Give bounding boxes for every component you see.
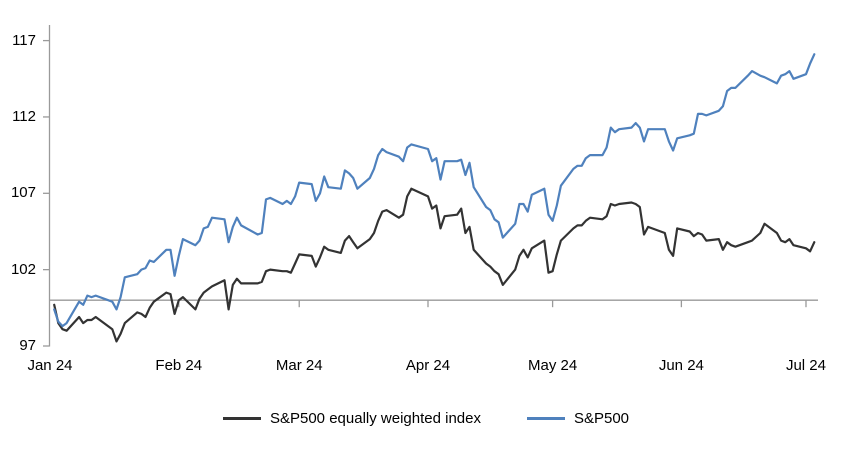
legend-item-equal-weight: S&P500 equally weighted index [222, 410, 481, 427]
x-tick-label: May 24 [528, 357, 578, 374]
sp500-line-swatch [526, 417, 565, 420]
x-tick-label: Feb 24 [155, 357, 203, 374]
equal-weight-line-swatch [222, 417, 261, 420]
y-tick-label: 117 [12, 31, 36, 49]
series-line-sp500 [53, 53, 816, 328]
y-tick-label: 112 [12, 107, 36, 125]
legend-item-sp500: S&P500 [526, 410, 630, 427]
x-tick-label: Jul 24 [785, 357, 826, 374]
y-tick-label: 107 [10, 184, 36, 202]
x-tick-label: Mar 24 [275, 357, 323, 374]
legend-label-equal-weight: S&P500 equally weighted index [269, 410, 481, 427]
series-line-equal-weight [53, 187, 816, 343]
y-tick-label: 97 [19, 337, 36, 354]
y-tick-label: 102 [10, 260, 36, 278]
x-tick-label: Jan 24 [27, 357, 73, 374]
x-tick-label: Apr 24 [405, 357, 451, 374]
legend: S&P500 equally weighted index S&P500 [0, 410, 852, 427]
legend-label-sp500: S&P500 [573, 410, 630, 427]
x-tick-label: Jun 24 [658, 357, 704, 374]
